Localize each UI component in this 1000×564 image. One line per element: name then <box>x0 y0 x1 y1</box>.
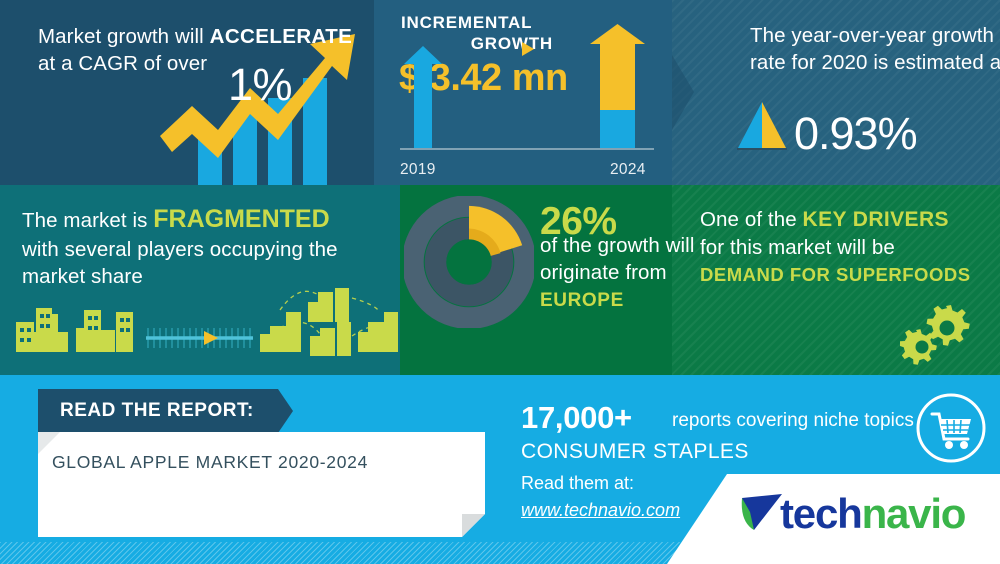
report-category: CONSUMER STAPLES <box>521 440 749 463</box>
report-count: 17,000+ <box>521 400 632 435</box>
technavio-logo-panel <box>667 474 1000 564</box>
europe-text: of the growth will originate from EUROPE <box>540 232 700 313</box>
incremental-year-start: 2019 <box>400 161 436 178</box>
europe-line1: of the growth will <box>540 234 695 257</box>
logo-text-tech: tech <box>780 490 863 537</box>
fragmented-highlight: FRAGMENTED <box>153 205 330 233</box>
technavio-url-link[interactable]: www.technavio.com <box>521 500 681 520</box>
cagr-value: 1% <box>228 59 293 110</box>
yoy-line1: The year-over-year growth <box>750 24 995 47</box>
fragmented-prefix: The market is <box>22 209 154 232</box>
yoy-value: 0.93% <box>794 108 918 159</box>
panel-yoy-growth <box>672 0 1000 185</box>
city-buildings-network-icon <box>16 288 398 356</box>
cagr-suffix: at a CAGR of over <box>38 52 208 76</box>
fragmented-text: The market is FRAGMENTED with several pl… <box>22 203 392 290</box>
logo-text-navio: navio <box>861 490 967 537</box>
incremental-year-end: 2024 <box>610 161 646 178</box>
gears-icon <box>900 305 970 365</box>
panel-chevron-notch <box>672 0 698 185</box>
report-title: GLOBAL APPLE MARKET 2020-2024 <box>52 452 369 472</box>
cagr-text: Market growth will ACCELERATE at a CAGR … <box>38 23 358 77</box>
yoy-text: The year-over-year growth rate for 2020 … <box>750 22 1000 76</box>
technavio-arrow-logo <box>741 494 782 530</box>
key-highlight: KEY DRIVERS <box>802 208 949 231</box>
yoy-line2: rate for 2020 is estimated at <box>750 51 1000 75</box>
diagonal-stripe-texture <box>672 0 1000 185</box>
europe-line2: originate from <box>540 261 667 285</box>
shopping-cart-icon <box>916 393 986 463</box>
triangle-up-icon <box>737 102 787 150</box>
cagr-prefix: Market growth will <box>38 25 210 48</box>
play-triangle-icon <box>522 42 534 56</box>
key-prefix: One of the <box>700 208 803 231</box>
europe-highlight: EUROPE <box>540 290 624 312</box>
donut-chart-icon <box>404 196 534 328</box>
report-count-subtitle: reports covering niche topics <box>672 410 914 431</box>
fragmented-line3: market share <box>22 265 143 289</box>
incremental-bars-icon <box>400 24 654 150</box>
read-the-report-label: READ THE REPORT: <box>60 400 254 421</box>
read-the-report-tag <box>38 389 293 433</box>
fragmented-line2: with several players occupying the <box>22 238 338 261</box>
read-them-at-label: Read them at: <box>521 473 635 493</box>
cagr-highlight: ACCELERATE <box>209 25 353 48</box>
key-highlight2: DEMAND FOR SUPERFOODS <box>700 263 971 285</box>
report-title-card[interactable] <box>38 432 485 537</box>
growth-bar-arrow-icon <box>160 34 355 185</box>
incremental-label-line1: INCREMENTAL <box>401 13 533 32</box>
technavio-wordmark: technavio <box>780 490 967 538</box>
key-drivers-text: One of the KEY DRIVERS for this market w… <box>700 206 1000 288</box>
europe-percent: 26% <box>540 200 617 243</box>
incremental-growth-label: INCREMENTAL GROWTH <box>401 12 651 55</box>
key-line2: for this market will be <box>700 235 895 259</box>
